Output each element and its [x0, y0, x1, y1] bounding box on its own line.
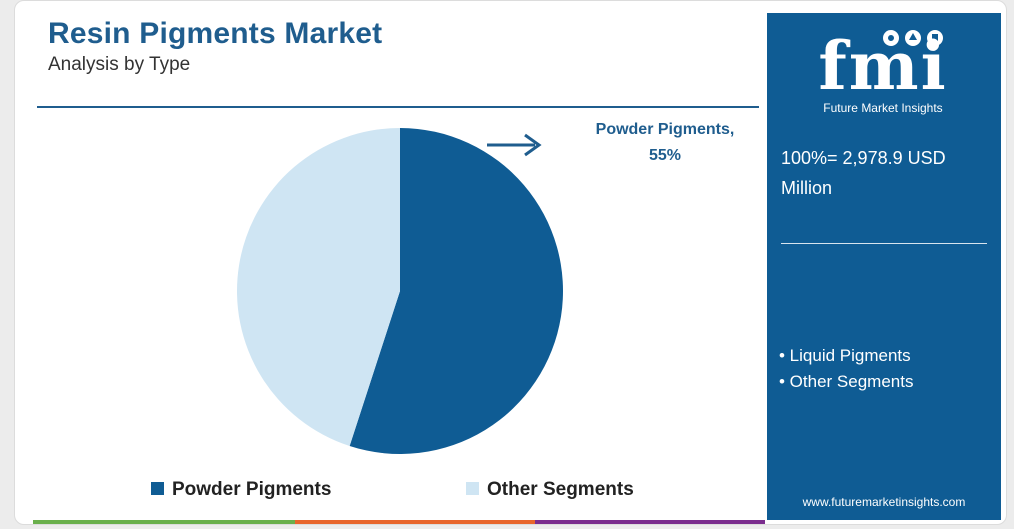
title-divider — [37, 106, 759, 108]
market-total: 100%= 2,978.9 USD Million — [781, 143, 991, 203]
chart-title: Resin Pigments Market — [48, 17, 383, 50]
callout-line-1: Powder Pigments, — [595, 121, 735, 138]
panel-divider — [781, 243, 987, 244]
pie-slice-other-segments — [237, 128, 400, 447]
logo-wordmark: fmi — [818, 27, 948, 105]
legend-label-other: Other Segments — [487, 479, 634, 500]
color-bar-green — [33, 520, 295, 524]
chart-subtitle: Analysis by Type — [48, 54, 191, 75]
logo-decoration-icon — [883, 30, 943, 46]
fmi-logo: fmi Future Market Insights — [795, 27, 971, 117]
legend-item-powder: Powder Pigments — [151, 479, 331, 501]
info-panel: fmi Future Market Insights 100%= 2,978.9… — [767, 13, 1001, 520]
chart-card: Resin Pigments Market Analysis by Type P… — [14, 0, 1007, 525]
callout-arrow-icon — [487, 133, 542, 157]
segment-list: • Liquid Pigments • Other Segments — [779, 343, 913, 395]
color-bar — [33, 520, 765, 524]
color-bar-orange — [295, 520, 535, 524]
legend-label-powder: Powder Pigments — [172, 479, 332, 500]
pie-chart — [237, 128, 563, 455]
pie-callout-label: Powder Pigments, 55% — [575, 117, 755, 169]
market-total-line-2: Million — [781, 178, 833, 198]
website-url: www.futuremarketinsights.com — [802, 495, 966, 509]
logo-subtitle: Future Market Insights — [823, 101, 943, 115]
legend-swatch-other — [466, 482, 479, 495]
market-total-line-1: 100%= 2,978.9 USD — [781, 148, 946, 168]
segment-item-other: • Other Segments — [779, 372, 914, 391]
legend-swatch-powder — [151, 482, 164, 495]
legend-item-other: Other Segments — [466, 479, 634, 501]
color-bar-purple — [535, 520, 765, 524]
callout-line-2: 55% — [648, 147, 682, 164]
pie-slice-powder-pigments — [349, 128, 563, 455]
segment-item-liquid: • Liquid Pigments — [779, 346, 911, 365]
